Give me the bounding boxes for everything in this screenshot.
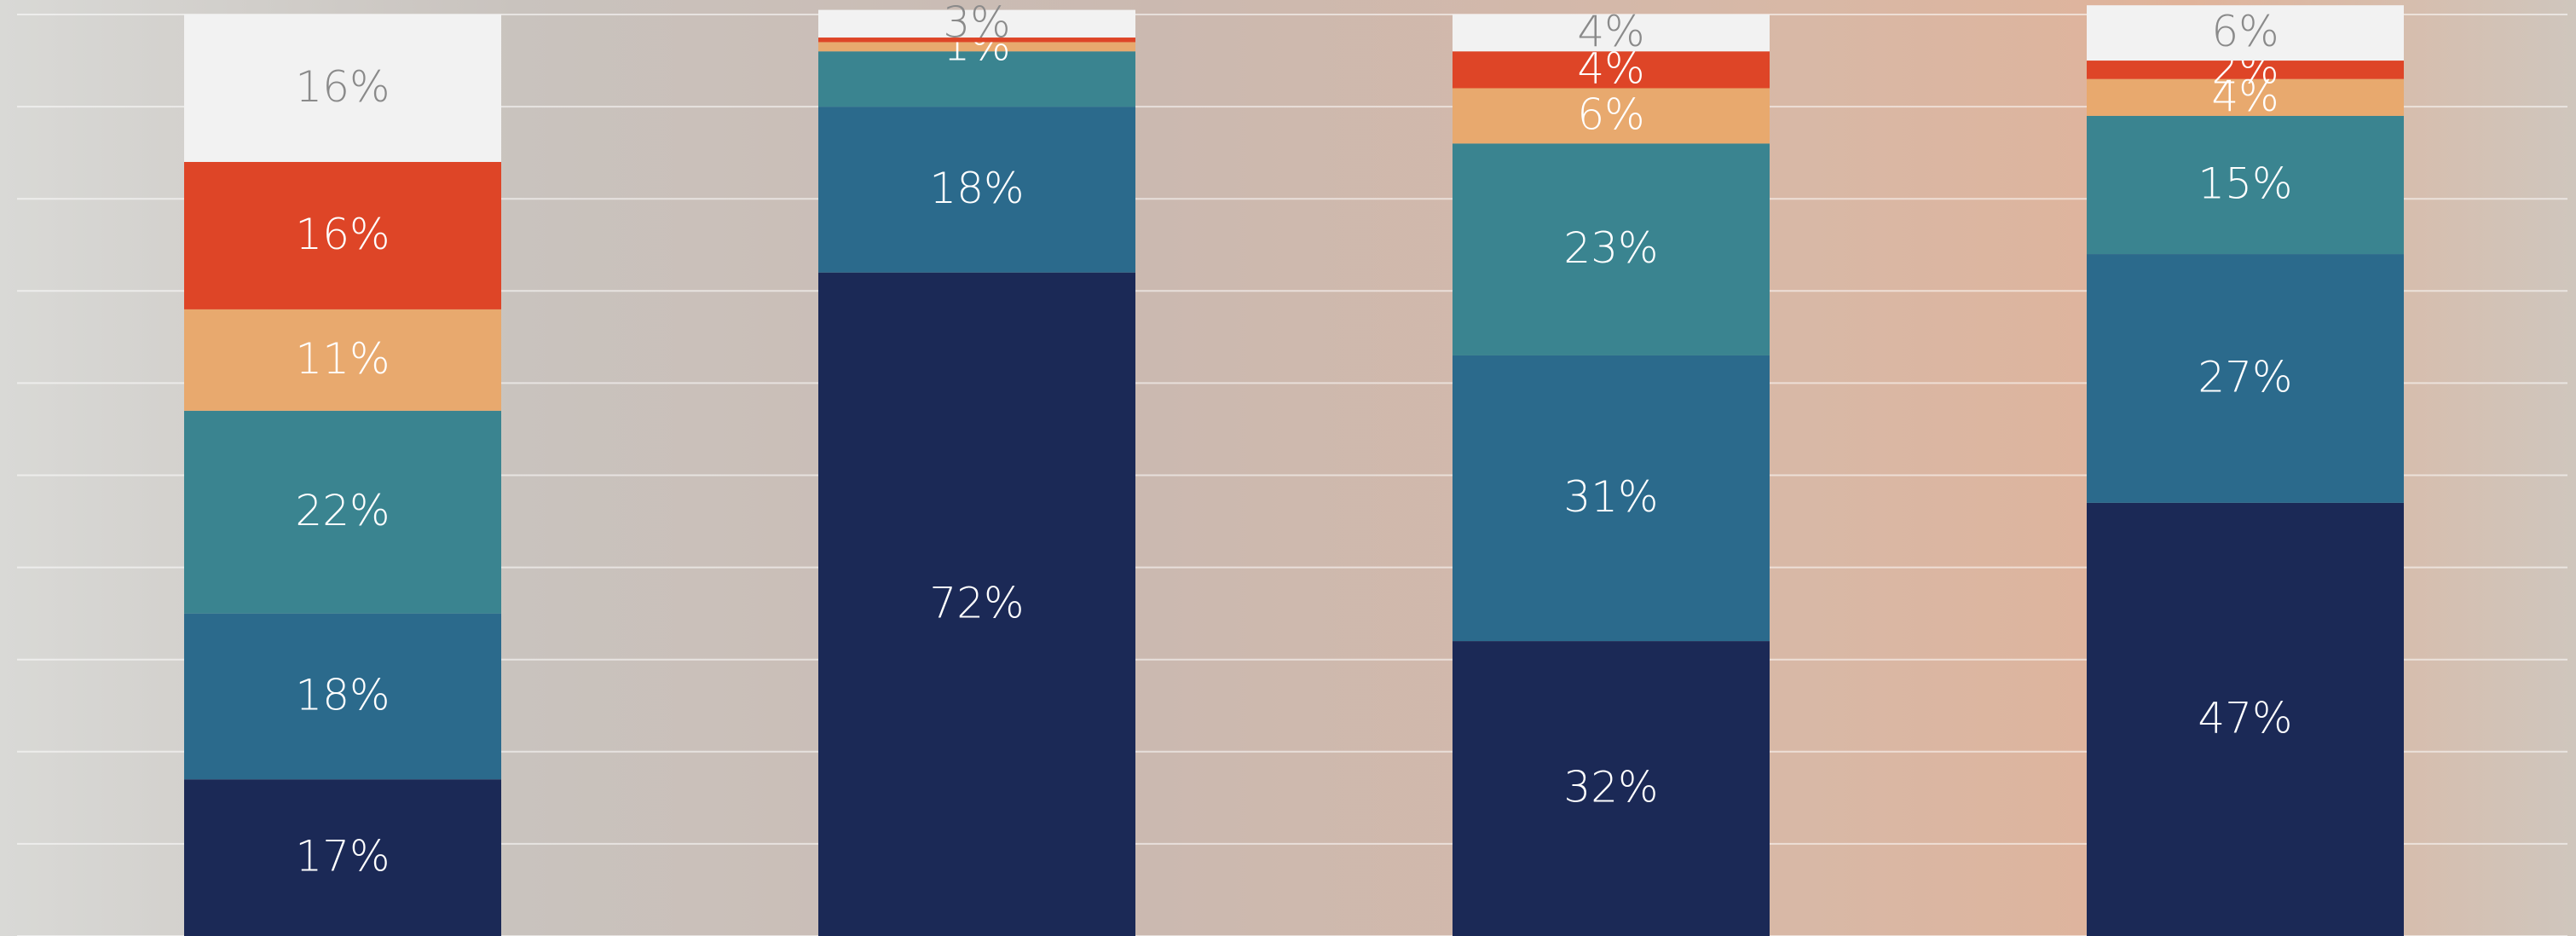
data-label: 6% bbox=[2211, 7, 2279, 56]
data-label: 4% bbox=[1577, 7, 1644, 56]
chart: 17%18%22%11%16%16%72%18%1%3%32%31%23%6%4… bbox=[0, 0, 2576, 936]
data-label: 16% bbox=[295, 210, 390, 259]
data-label: 23% bbox=[1563, 223, 1658, 273]
data-label: 15% bbox=[2198, 159, 2292, 208]
data-label: 3% bbox=[943, 0, 1010, 47]
data-label: 31% bbox=[1563, 472, 1658, 522]
data-label: 18% bbox=[929, 164, 1024, 213]
data-label: 11% bbox=[295, 334, 390, 384]
data-label: 17% bbox=[295, 832, 390, 881]
data-label: 47% bbox=[2198, 693, 2292, 742]
data-label: 72% bbox=[929, 578, 1024, 627]
data-label: 32% bbox=[1563, 763, 1658, 812]
data-label: 27% bbox=[2198, 352, 2292, 402]
data-label: 22% bbox=[295, 486, 390, 535]
data-label: 18% bbox=[295, 670, 390, 719]
data-label: 16% bbox=[295, 62, 390, 112]
data-label: 6% bbox=[1577, 90, 1644, 139]
